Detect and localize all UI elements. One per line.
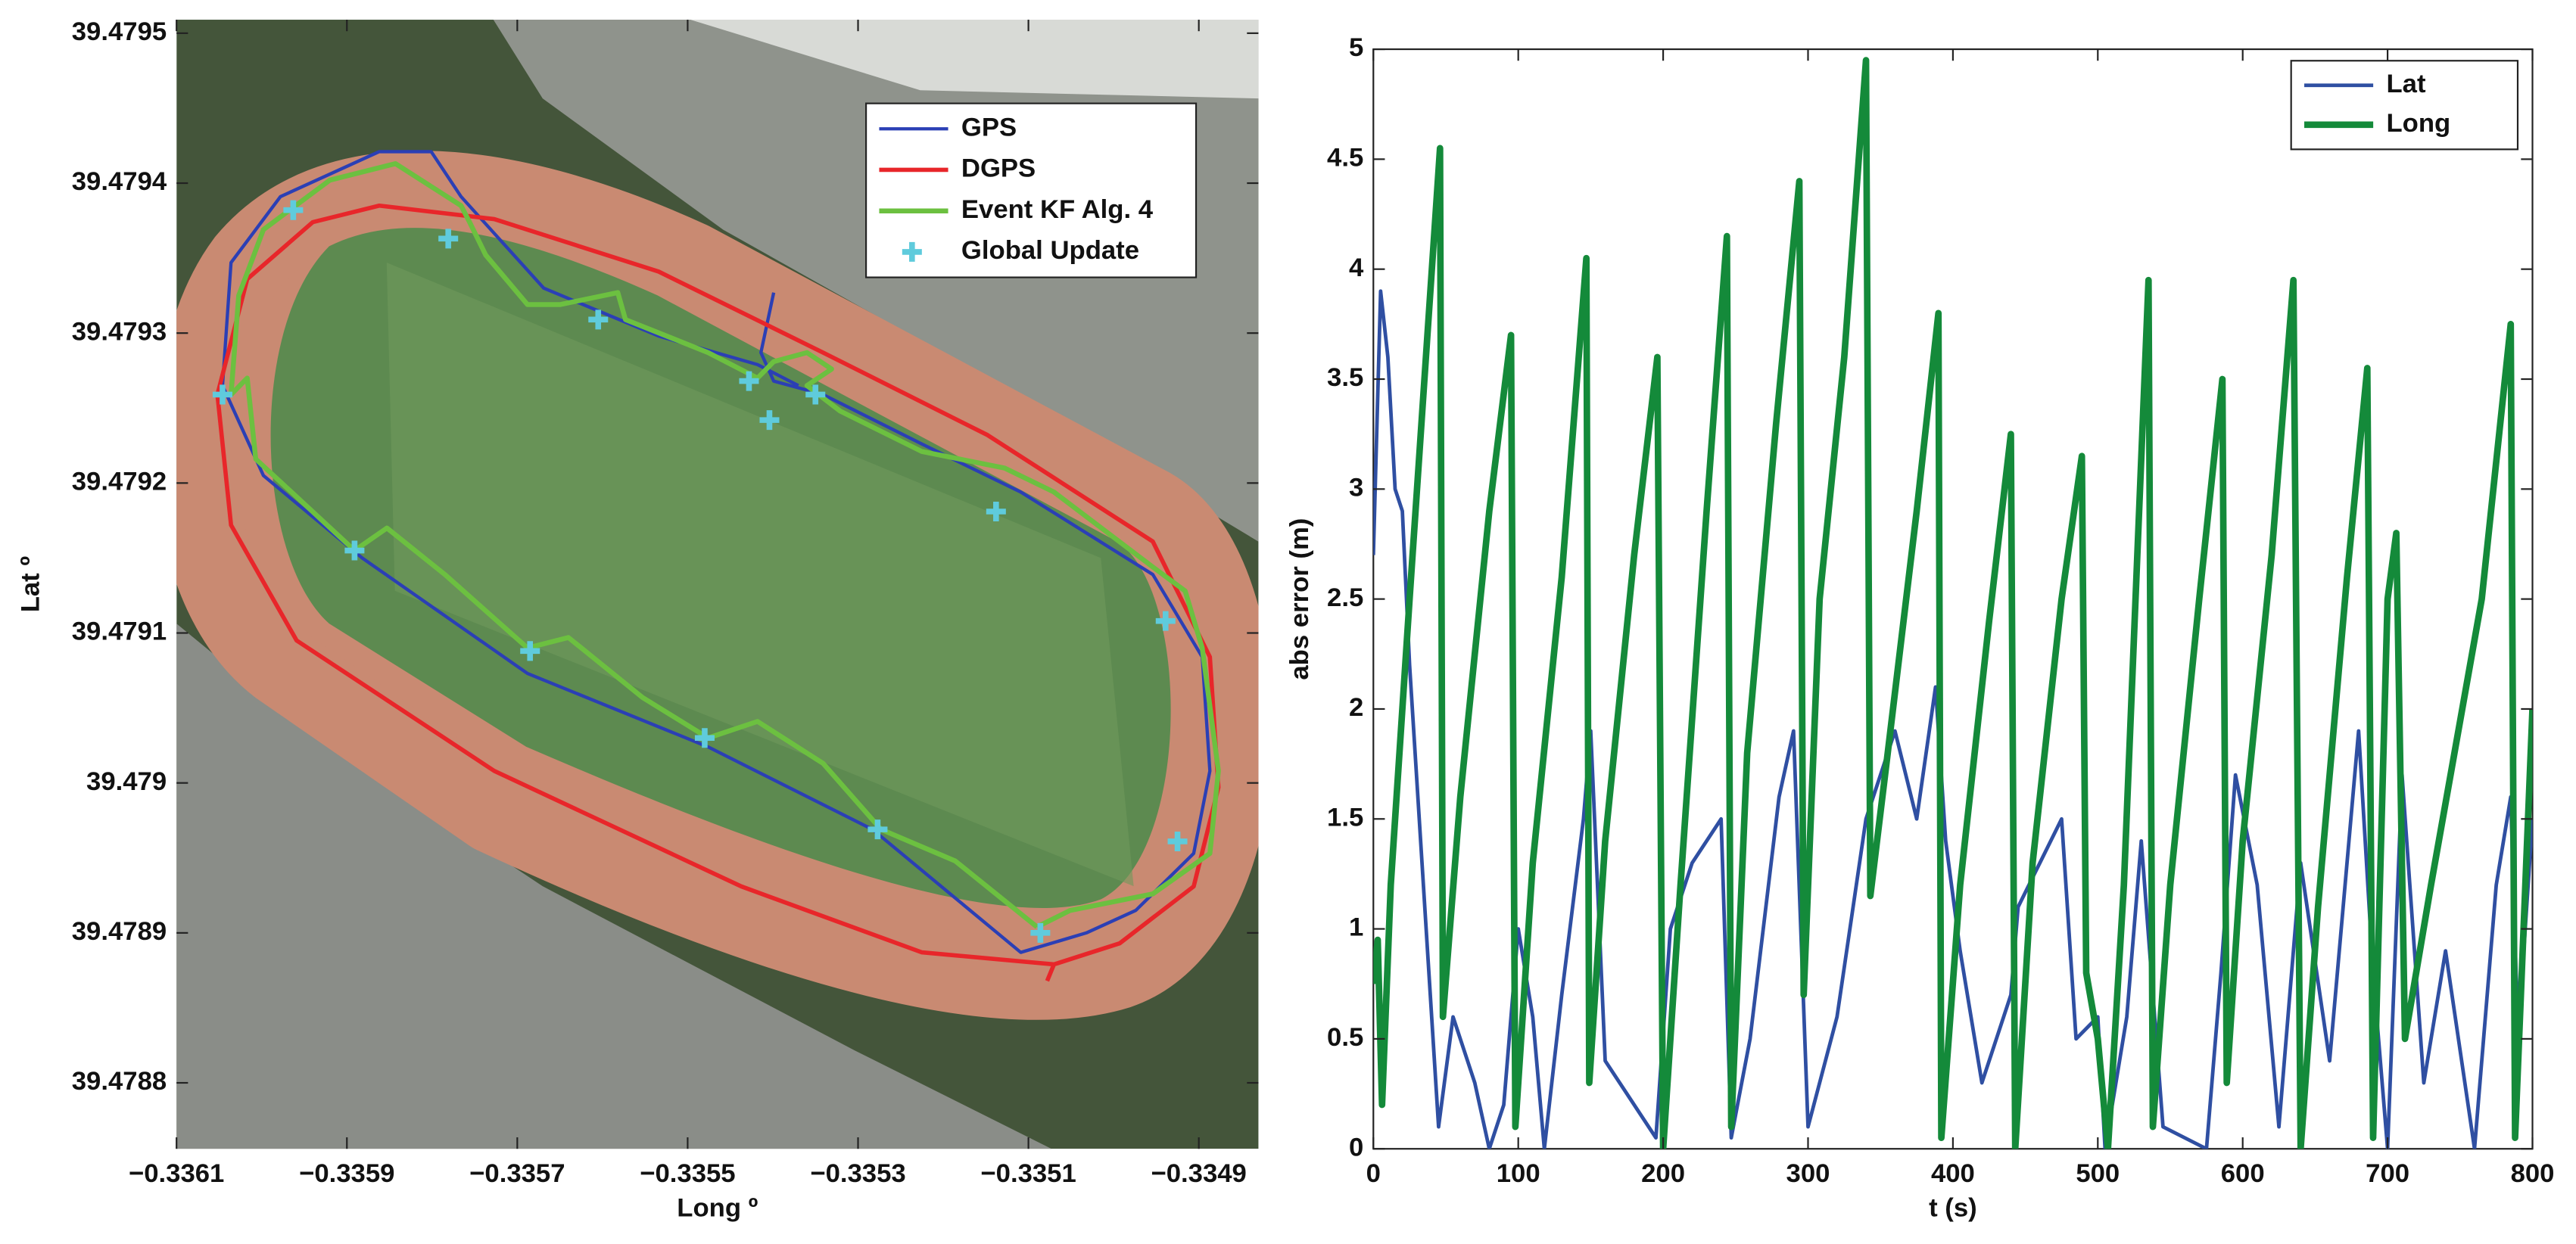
legend-label: Event KF Alg. 4 bbox=[961, 195, 1154, 224]
x-tick-label: 0 bbox=[1366, 1159, 1381, 1188]
global-update-marker bbox=[694, 728, 715, 748]
x-axis-label: Long º bbox=[677, 1194, 758, 1223]
y-tick-label: 4 bbox=[1349, 253, 1364, 282]
y-tick-label: 4.5 bbox=[1327, 144, 1363, 173]
global-update-marker bbox=[344, 540, 365, 561]
x-tick-label: −0.3353 bbox=[810, 1159, 905, 1188]
y-tick-label: 3 bbox=[1349, 473, 1363, 502]
y-tick-label: 39.479 bbox=[86, 767, 167, 796]
global-update-marker bbox=[438, 229, 459, 249]
global-update-marker bbox=[1167, 831, 1188, 851]
parking-bottom bbox=[176, 624, 1052, 1149]
x-tick-label: 200 bbox=[1641, 1159, 1685, 1188]
global-update-marker bbox=[283, 200, 304, 220]
global-update-marker bbox=[520, 641, 540, 661]
x-tick-label: −0.3361 bbox=[129, 1159, 224, 1188]
pitch bbox=[386, 263, 1134, 887]
series-line bbox=[228, 161, 1221, 929]
y-tick-label: 0 bbox=[1349, 1133, 1363, 1162]
global-update-marker bbox=[1155, 611, 1176, 631]
global-update-marker bbox=[212, 384, 232, 405]
global-update-marker bbox=[867, 819, 888, 840]
global-update-marker bbox=[986, 501, 1006, 522]
x-tick-label: 800 bbox=[2511, 1159, 2555, 1188]
y-tick-label: 2.5 bbox=[1327, 583, 1363, 612]
y-tick-label: 39.4791 bbox=[72, 617, 167, 646]
legend-label: GPS bbox=[961, 113, 1017, 142]
x-tick-label: −0.3349 bbox=[1151, 1159, 1247, 1188]
global-update-marker bbox=[588, 309, 609, 330]
y-tick-label: 39.4795 bbox=[72, 17, 167, 46]
y-tick-label: 39.4794 bbox=[72, 167, 167, 196]
y-tick-label: 39.4793 bbox=[72, 317, 167, 346]
y-tick-label: 0.5 bbox=[1327, 1023, 1363, 1052]
series-line bbox=[1373, 289, 2533, 1149]
plot-area bbox=[212, 150, 1221, 982]
x-tick-label: 500 bbox=[2076, 1159, 2120, 1188]
legend-swatch bbox=[902, 241, 922, 262]
x-tick-label: 600 bbox=[2221, 1159, 2265, 1188]
y-tick-label: 39.4792 bbox=[72, 468, 167, 496]
legend-label: Long bbox=[2386, 109, 2450, 138]
x-tick-label: −0.3355 bbox=[640, 1159, 735, 1188]
series-line bbox=[220, 150, 1212, 954]
legend-label: Global Update bbox=[961, 236, 1139, 265]
global-update-marker bbox=[739, 371, 759, 391]
y-tick-label: 39.4788 bbox=[72, 1067, 167, 1096]
y-tick-label: 2 bbox=[1349, 693, 1363, 722]
x-tick-label: 400 bbox=[1931, 1159, 1975, 1188]
legend-box bbox=[2290, 60, 2519, 151]
global-update-marker bbox=[805, 384, 826, 405]
series-line bbox=[1373, 57, 2533, 1149]
y-axis-label: Lat º bbox=[16, 556, 45, 613]
y-tick-label: 5 bbox=[1349, 33, 1363, 62]
x-axis-label: t (s) bbox=[1929, 1194, 1977, 1223]
building bbox=[690, 20, 1259, 99]
legend-label: Lat bbox=[2386, 70, 2425, 98]
plot-area bbox=[1373, 57, 2533, 1149]
series-line bbox=[215, 203, 1221, 982]
y-axis-label: abs error (m) bbox=[1285, 518, 1314, 680]
x-tick-label: 700 bbox=[2366, 1159, 2409, 1188]
y-tick-label: 1.5 bbox=[1327, 803, 1363, 832]
x-tick-label: −0.3357 bbox=[469, 1159, 565, 1188]
global-update-marker bbox=[1030, 922, 1051, 943]
x-tick-label: 300 bbox=[1786, 1159, 1830, 1188]
x-tick-label: −0.3351 bbox=[980, 1159, 1076, 1188]
y-tick-label: 39.4789 bbox=[72, 917, 167, 946]
legend-label: DGPS bbox=[961, 154, 1036, 183]
global-update-marker bbox=[759, 410, 780, 431]
x-tick-label: 100 bbox=[1497, 1159, 1540, 1188]
legend-box bbox=[865, 102, 1198, 278]
y-tick-label: 1 bbox=[1349, 913, 1363, 942]
x-tick-label: −0.3359 bbox=[299, 1159, 394, 1188]
y-tick-label: 3.5 bbox=[1327, 363, 1363, 392]
